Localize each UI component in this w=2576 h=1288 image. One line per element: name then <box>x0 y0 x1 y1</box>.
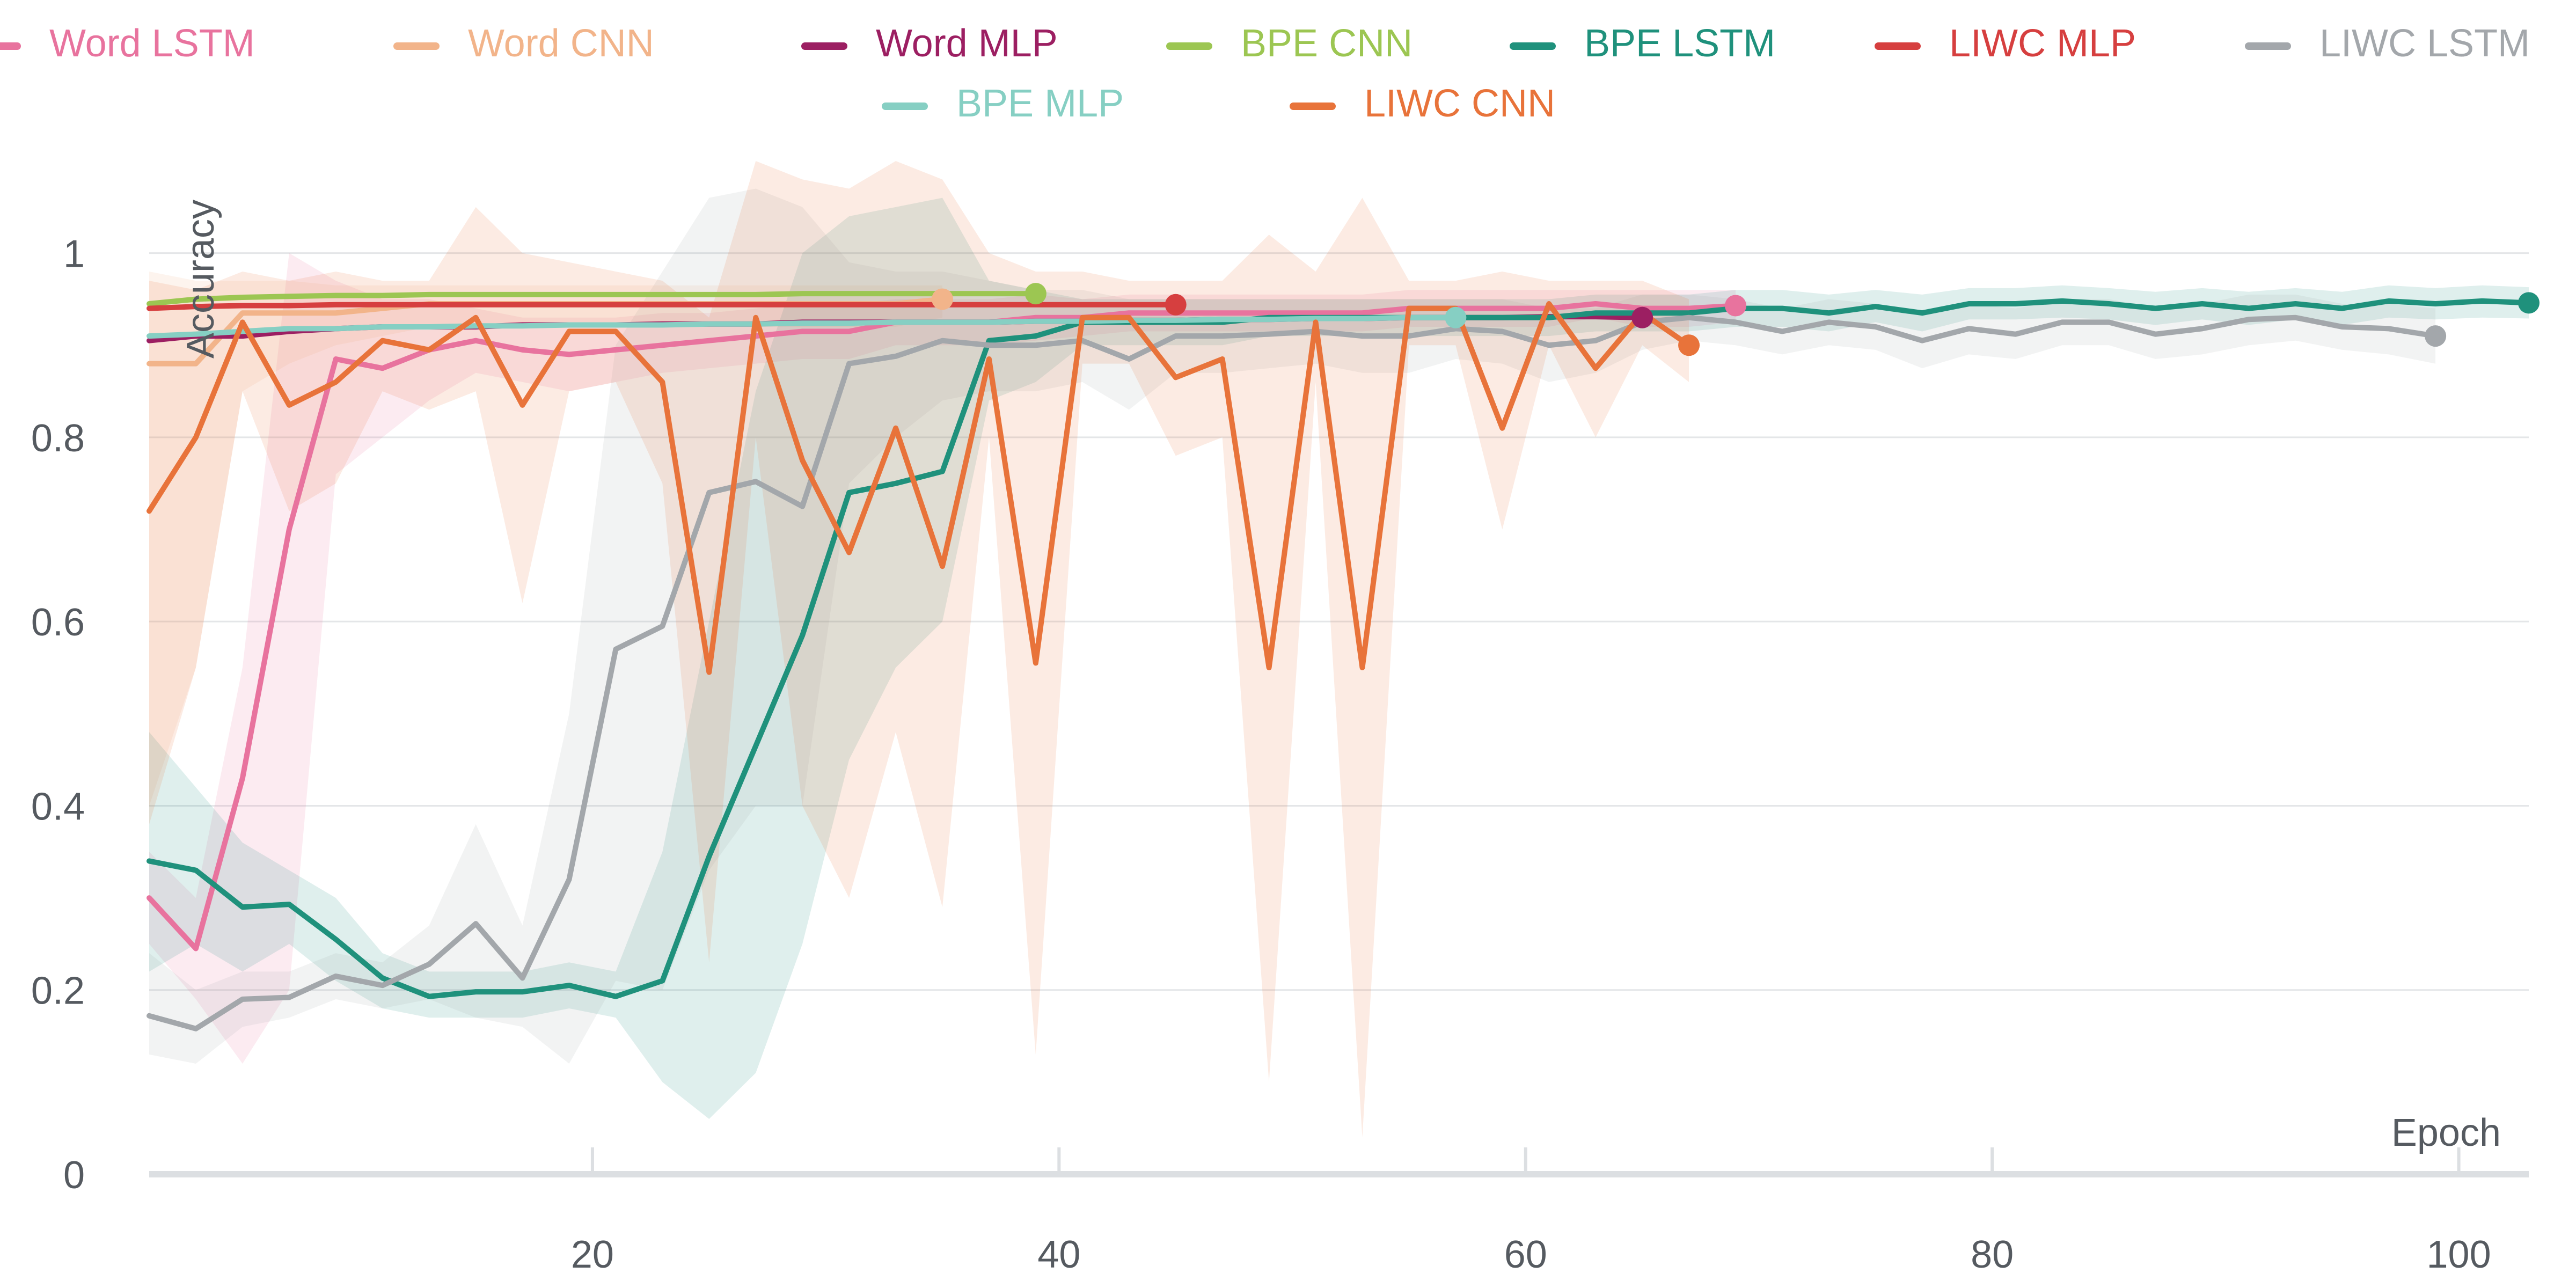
legend-label: BPE CNN <box>1241 22 1413 65</box>
legend-label: BPE MLP <box>956 82 1124 125</box>
x-tick-label: 20 <box>571 1233 614 1276</box>
bpe-cnn-line[interactable] <box>147 291 1038 307</box>
liwc-cnn-line[interactable] <box>147 301 1692 675</box>
legend-label: Word CNN <box>468 22 654 65</box>
legend-label: LIWC MLP <box>1949 22 2136 65</box>
legend-label: Word LSTM <box>49 22 255 65</box>
y-tick-label: 0.6 <box>31 601 85 644</box>
word-cnn-end-point[interactable] <box>932 288 953 310</box>
legend-label: BPE LSTM <box>1584 22 1775 65</box>
legend-item-bpe-cnn[interactable]: BPE CNN <box>1166 22 1413 65</box>
legend[interactable]: Word LSTM Word CNN Word MLP BPE CNN BPE LSTM… <box>0 22 2530 125</box>
liwc-mlp-end-point[interactable] <box>1165 294 1187 316</box>
liwc-mlp-line[interactable] <box>147 302 1179 311</box>
liwc-lstm-band <box>149 188 2436 1064</box>
legend-item-word-mlp[interactable]: Word MLP <box>801 22 1058 65</box>
series-end-markers <box>932 283 2540 356</box>
legend-label: Word MLP <box>876 22 1058 65</box>
x-tick-label: 100 <box>2427 1233 2491 1276</box>
x-tick-label: 60 <box>1504 1233 1547 1276</box>
bpe-cnn-end-point[interactable] <box>1024 283 1046 305</box>
legend-item-liwc-cnn[interactable]: LIWC CNN <box>1290 82 1555 125</box>
y-tick-label: 0.2 <box>31 970 85 1013</box>
bpe-mlp-end-point[interactable] <box>1445 306 1467 328</box>
axes: 0 0.2 0.4 0.6 0.8 1 20 40 60 80 100 <box>31 233 2529 1276</box>
legend-item-word-lstm[interactable]: Word LSTM <box>0 22 255 65</box>
liwc-cnn-end-point[interactable] <box>1678 334 1700 356</box>
bpe-lstm-end-point[interactable] <box>2518 292 2540 314</box>
y-tick-label: 0 <box>63 1154 85 1197</box>
y-tick-label: 1 <box>63 233 85 276</box>
x-tick-label: 80 <box>1971 1233 2014 1276</box>
liwc-lstm-end-point[interactable] <box>2425 325 2447 347</box>
bpe-mlp-line[interactable] <box>147 314 1459 339</box>
legend-item-liwc-mlp[interactable]: LIWC MLP <box>1875 22 2136 65</box>
y-tick-label: 0.4 <box>31 785 85 828</box>
x-axis-title: Epoch <box>2391 1111 2501 1154</box>
x-tick-label: 40 <box>1037 1233 1080 1276</box>
legend-item-liwc-lstm[interactable]: LIWC LSTM <box>2245 22 2530 65</box>
legend-item-bpe-lstm[interactable]: BPE LSTM <box>1510 22 1775 65</box>
word-mlp-end-point[interactable] <box>1631 306 1653 328</box>
liwc-lstm-line[interactable] <box>147 314 2439 1031</box>
legend-item-word-cnn[interactable]: Word CNN <box>393 22 654 65</box>
y-tick-label: 0.8 <box>31 417 85 460</box>
word-lstm-end-point[interactable] <box>1725 295 1746 317</box>
bpe-lstm-band <box>149 197 2529 1119</box>
legend-label: LIWC LSTM <box>2319 22 2530 65</box>
word-lstm-band <box>149 253 1736 1064</box>
series-lines <box>147 291 2531 1031</box>
y-axis-title: Accuracy <box>179 200 222 358</box>
legend-item-bpe-mlp[interactable]: BPE MLP <box>882 82 1124 125</box>
gridlines <box>149 252 2529 991</box>
legend-label: LIWC CNN <box>1364 82 1555 125</box>
